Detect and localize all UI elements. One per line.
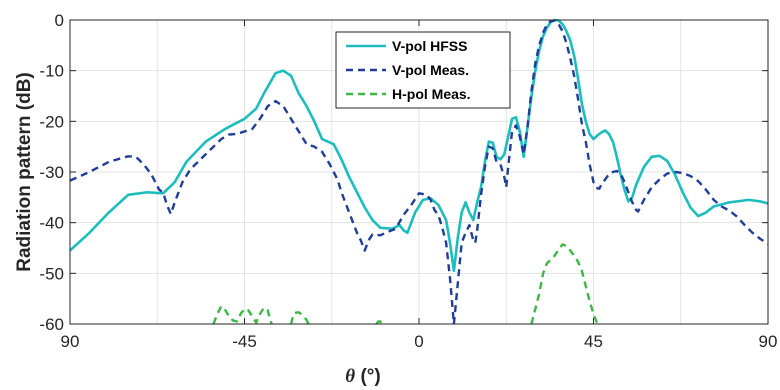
series-line-h-pol-meas: [530, 243, 599, 324]
series-line-h-pol-meas: [289, 311, 310, 324]
legend-label-v-pol-meas: V-pol Meas.: [392, 62, 469, 78]
x-axis: 90 -45 0 45 90: [61, 20, 778, 351]
legend: V-pol HFSS V-pol Meas. H-pol Meas.: [335, 31, 511, 109]
y-tick-label: -40: [39, 214, 64, 233]
x-axis-label-unit: (°): [355, 366, 381, 387]
series-layer: [70, 18, 768, 324]
x-tick-label: -45: [232, 332, 257, 351]
series-line-h-pol-meas: [212, 305, 273, 324]
x-tick-label: 0: [414, 332, 423, 351]
series-line-v-pol-hfss: [70, 18, 768, 273]
series-line-h-pol-meas: [375, 320, 384, 324]
y-tick-label: 0: [55, 11, 64, 30]
x-axis-label: θ (°): [345, 366, 380, 387]
x-tick-label: 90: [759, 332, 778, 351]
x-tick-label: 45: [584, 332, 603, 351]
y-tick-label: -50: [39, 264, 64, 283]
x-axis-label-symbol: θ: [345, 366, 355, 387]
y-axis: 0 -10 -20 -30 -40 -50 -60: [39, 11, 768, 334]
y-axis-label: Radiation pattern (dB): [14, 72, 35, 272]
legend-label-h-pol-meas: H-pol Meas.: [392, 86, 471, 102]
x-tick-label: 90: [61, 332, 80, 351]
grid: [70, 20, 768, 324]
y-tick-label: -20: [39, 112, 64, 131]
legend-label-v-pol-hfss: V-pol HFSS: [392, 38, 467, 54]
y-tick-label: -60: [39, 315, 64, 334]
y-tick-label: -10: [39, 62, 64, 81]
series-line-v-pol-meas: [70, 19, 768, 324]
y-tick-label: -30: [39, 163, 64, 182]
